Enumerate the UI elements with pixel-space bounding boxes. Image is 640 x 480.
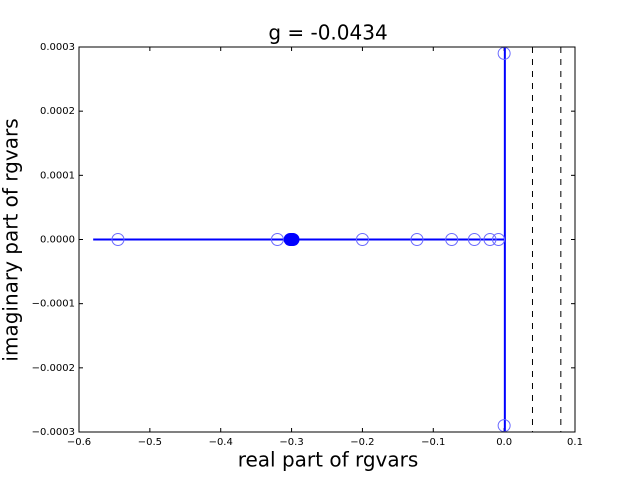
y-axis-label: imaginary part of rgvars (0, 118, 23, 361)
x-axis-label: real part of rgvars (238, 448, 419, 472)
y-tick-label: 0.0001 (40, 170, 75, 181)
y-tick-label: −0.0001 (32, 299, 75, 310)
x-tick-label: −0.1 (421, 437, 445, 448)
x-tick-label: −0.5 (138, 437, 162, 448)
x-tick-label: 0.1 (567, 437, 583, 448)
marker (111, 233, 125, 246)
marker (286, 233, 300, 246)
y-tick-label: 0.0003 (40, 42, 75, 53)
y-tick-label: −0.0002 (32, 363, 75, 374)
x-tick-label: −0.6 (67, 437, 91, 448)
marker (445, 233, 459, 246)
marker (491, 233, 505, 246)
x-tick-label: −0.3 (279, 437, 303, 448)
marker (467, 233, 481, 246)
x-tick-label: 0.0 (496, 437, 512, 448)
marker (355, 233, 369, 246)
x-tick-label: −0.2 (350, 437, 374, 448)
y-tick-label: −0.0003 (32, 427, 75, 438)
marker (270, 233, 284, 246)
marker (410, 233, 424, 246)
y-tick-label: 0.0002 (40, 106, 75, 117)
plot-frame (78, 46, 576, 433)
chart-title: g = -0.0434 (268, 21, 387, 45)
y-tick-label: 0.0000 (40, 235, 75, 246)
marker (483, 233, 497, 246)
x-tick-label: −0.4 (209, 437, 233, 448)
